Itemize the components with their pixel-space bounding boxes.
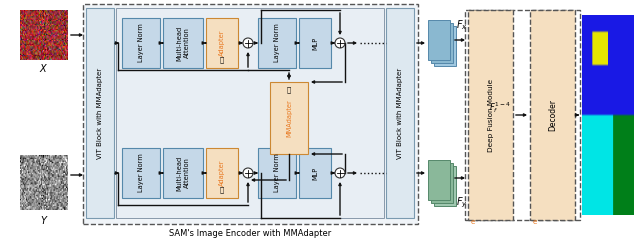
Text: Multi-head
Attention: Multi-head Attention	[177, 25, 189, 61]
Bar	[434, 26, 456, 66]
Bar	[431, 23, 453, 63]
Bar	[434, 166, 456, 206]
Bar	[299, 18, 331, 68]
Bar	[530, 10, 575, 220]
Bar	[428, 20, 450, 60]
Bar	[206, 18, 238, 68]
Text: ViT Block with MMAdapter: ViT Block with MMAdapter	[97, 67, 103, 158]
Text: 🔥: 🔥	[287, 87, 291, 93]
Bar	[270, 82, 308, 154]
Bar	[206, 148, 238, 198]
Text: ViT Block with MMAdapter: ViT Block with MMAdapter	[397, 67, 403, 158]
Bar	[163, 148, 203, 198]
Text: Layer Norm: Layer Norm	[274, 24, 280, 62]
Bar	[258, 18, 296, 68]
Bar	[468, 10, 513, 220]
Bar	[431, 163, 453, 203]
Circle shape	[243, 38, 253, 48]
Text: Multi-head
Attention: Multi-head Attention	[177, 155, 189, 191]
Text: Deep Fusion Module: Deep Fusion Module	[488, 78, 493, 152]
Bar	[386, 8, 414, 218]
Text: $X$: $X$	[39, 62, 49, 74]
Text: 🔥: 🔥	[220, 57, 224, 63]
Bar	[428, 160, 450, 200]
Bar	[465, 10, 580, 220]
Text: Adapter: Adapter	[219, 160, 225, 186]
Text: e: e	[533, 219, 537, 225]
Circle shape	[335, 38, 345, 48]
Text: Layer Norm: Layer Norm	[138, 24, 144, 62]
Text: $Y$: $Y$	[40, 214, 48, 226]
Text: Adapter: Adapter	[219, 30, 225, 56]
Text: $F_y$: $F_y$	[456, 196, 468, 210]
Bar	[122, 18, 160, 68]
Text: $F_x$: $F_x$	[456, 18, 468, 32]
Circle shape	[243, 168, 253, 178]
Text: MMAdapter: MMAdapter	[286, 99, 292, 137]
Text: Layer Norm: Layer Norm	[138, 154, 144, 192]
Text: SAM's Image Encoder with MMAdapter: SAM's Image Encoder with MMAdapter	[170, 228, 332, 238]
Bar	[122, 148, 160, 198]
Text: MLP: MLP	[312, 36, 318, 50]
Bar	[258, 148, 296, 198]
Bar	[299, 148, 331, 198]
Bar	[116, 8, 384, 218]
Circle shape	[335, 168, 345, 178]
Text: $F_f^{1-4}$: $F_f^{1-4}$	[489, 101, 511, 115]
Text: e: e	[471, 219, 475, 225]
Text: MLP: MLP	[312, 166, 318, 180]
Text: Layer Norm: Layer Norm	[274, 154, 280, 192]
Text: 🔥: 🔥	[220, 187, 224, 193]
Bar	[86, 8, 114, 218]
Bar	[163, 18, 203, 68]
Bar	[83, 4, 418, 224]
Text: Decoder: Decoder	[548, 99, 557, 131]
